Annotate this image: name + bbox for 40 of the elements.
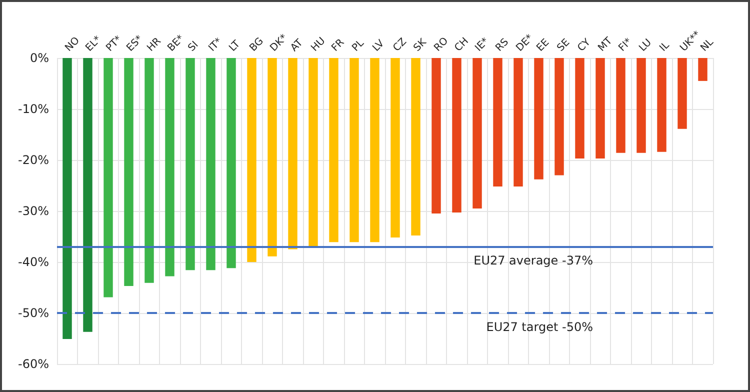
x-tick-label: HU: [309, 36, 328, 54]
x-tick-label: IE*: [473, 36, 492, 54]
x-tick-label: MT: [596, 35, 616, 54]
y-tick-label: -60%: [18, 357, 49, 371]
y-tick-label: -50%: [18, 306, 49, 320]
x-tick-label: PT*: [104, 34, 124, 54]
x-tick-label: NL: [698, 36, 716, 54]
x-tick-label: BE*: [166, 33, 186, 54]
x-tick-label: CY: [576, 36, 594, 54]
x-tick-label: CZ: [391, 36, 410, 54]
x-tick-label: EE: [534, 37, 552, 54]
ref-line-label: EU27 target -50%: [486, 320, 593, 334]
x-tick-label: BG: [248, 36, 266, 54]
x-tick-label: RS: [494, 36, 512, 54]
x-tick-label: RO: [432, 36, 451, 54]
x-tick-label: PL: [350, 38, 367, 54]
x-tick-label: LT: [227, 38, 244, 54]
x-tick-label: SK: [412, 36, 430, 54]
ref-line-label: EU27 average -37%: [474, 254, 593, 268]
x-tick-label: AT: [288, 36, 306, 54]
y-tick-label: -10%: [18, 102, 49, 116]
x-tick-label: DE*: [514, 32, 536, 54]
x-tick-label: IT*: [206, 36, 225, 54]
x-tick-label: CH: [452, 36, 471, 54]
x-tick-label: DK*: [268, 32, 290, 54]
y-tick-label: -40%: [18, 255, 49, 269]
x-tick-label: HR: [145, 36, 164, 54]
x-tick-label: LU: [637, 37, 654, 54]
x-tick-label: SE: [555, 37, 572, 54]
x-tick-label: FI*: [616, 36, 634, 54]
y-tick-label: -30%: [18, 204, 49, 218]
x-tick-label: ES*: [124, 34, 146, 54]
x-tick-label: IL: [658, 40, 672, 54]
x-tick-label: EL*: [84, 34, 104, 54]
x-tick-label: FR: [330, 37, 347, 54]
x-tick-label: LV: [370, 38, 387, 54]
x-tick-label: NO: [63, 35, 82, 54]
y-tick-label: 0%: [30, 51, 49, 65]
x-tick-label: SI: [186, 40, 201, 54]
y-tick-label: -20%: [18, 153, 49, 167]
